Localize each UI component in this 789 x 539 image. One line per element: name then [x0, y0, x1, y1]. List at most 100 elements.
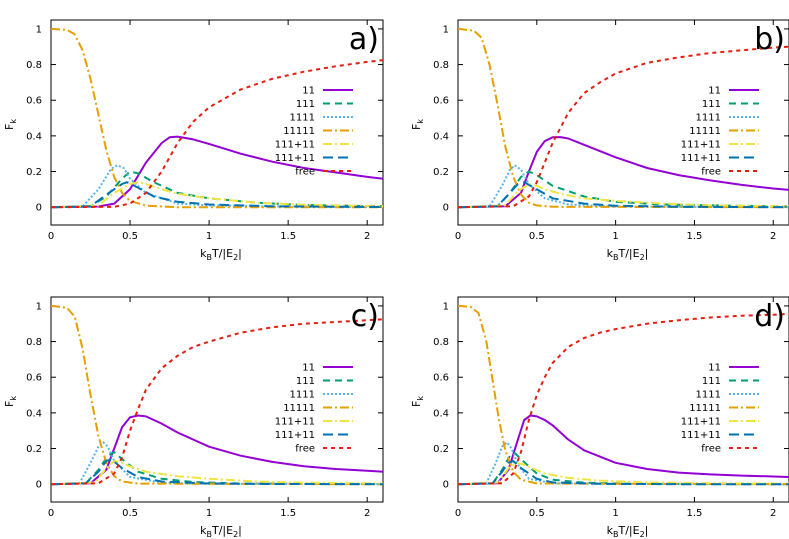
legend-label: 11111 — [283, 126, 315, 137]
plot-frame — [50, 19, 384, 226]
series-line-11111-3 — [51, 304, 383, 486]
y-tick-label: 0 — [36, 203, 42, 214]
series-line-111-1 — [51, 170, 383, 209]
x-axis-label-part: | — [645, 524, 649, 537]
x-axis-label-part: k — [607, 247, 614, 260]
x-tick-label: 1.5 — [280, 508, 296, 519]
y-tick-label: 0.8 — [26, 337, 42, 348]
legend-label: 111+11 — [681, 417, 721, 428]
plot-frame — [50, 296, 384, 503]
legend-label: free — [295, 444, 315, 455]
y-tick-label: 0.2 — [433, 444, 449, 455]
legend-label: 11 — [708, 86, 721, 97]
legend-label: 1111 — [290, 390, 315, 401]
y-tick-label: 0.4 — [26, 408, 42, 419]
x-axis-label: kBT/|E2| — [200, 247, 242, 262]
series-line-11111-3 — [458, 27, 789, 209]
y-tick-label: 0.4 — [433, 408, 449, 419]
x-tick-label: 0.5 — [529, 231, 545, 242]
x-tick-label: 1 — [206, 231, 212, 242]
y-tick-label: 0.2 — [433, 167, 449, 178]
legend-label: 111 — [296, 376, 315, 387]
legend-label: 11111 — [283, 403, 315, 414]
y-axis-label-part: F — [3, 401, 16, 407]
legend-label: 11111 — [689, 403, 721, 414]
x-tick-label: 0 — [455, 508, 461, 519]
series-line-111plus11-4 — [458, 461, 789, 486]
y-axis-label: Fk — [410, 396, 425, 407]
legend-label: free — [701, 444, 721, 455]
y-tick-label: 0.8 — [433, 337, 449, 348]
y-tick-label: 0.6 — [433, 96, 449, 107]
series-line-111plus11-5 — [51, 458, 383, 486]
legend-label: 111+11 — [275, 140, 315, 151]
panel-d: 0 0.5 1 1.5 200.20.40.60.81kBT/|E2|Fk1111111… — [410, 296, 789, 539]
series-line-1111-2 — [458, 164, 789, 209]
y-tick-label: 0.4 — [26, 131, 42, 142]
x-axis-label-part: k — [200, 247, 207, 260]
series-line-11111-3 — [51, 27, 383, 209]
x-tick-label: 0.5 — [122, 508, 138, 519]
legend-label: 11 — [302, 86, 315, 97]
y-axis-label-part: F — [410, 124, 423, 130]
x-axis-label-part: T/|E — [617, 524, 639, 537]
y-tick-label: 1 — [443, 301, 449, 312]
x-axis-label-part: B — [613, 253, 619, 262]
x-tick-label: 1.5 — [280, 231, 296, 242]
y-axis-label: Fk — [3, 119, 18, 130]
x-tick-label: 2 — [364, 508, 370, 519]
y-tick-label: 1 — [36, 24, 42, 35]
y-tick-label: 0.8 — [433, 60, 449, 71]
plot-frame — [457, 19, 789, 226]
y-tick-label: 0.8 — [26, 60, 42, 71]
panel-a: 0 0.5 1 1.5 200.20.40.60.81kBT/|E2|Fk1111111… — [3, 19, 384, 262]
y-axis-label-part: F — [3, 124, 16, 130]
x-axis-label-part: | — [645, 247, 649, 260]
series-line-11-0 — [458, 414, 789, 486]
y-tick-label: 0.6 — [26, 373, 42, 384]
x-tick-label: 0.5 — [529, 508, 545, 519]
series-line-111plus11-5 — [458, 181, 789, 209]
y-axis-label: Fk — [3, 396, 18, 407]
legend-label: 11 — [708, 363, 721, 374]
legend-label: 111+11 — [681, 153, 721, 164]
series-line-111plus11-5 — [51, 181, 383, 209]
y-axis-label: Fk — [410, 119, 425, 130]
legend-label: 111+11 — [275, 430, 315, 441]
legend-label: 111+11 — [681, 140, 721, 151]
legend-label: free — [295, 167, 315, 178]
series-line-11111-3 — [458, 304, 789, 486]
panel-label: d) — [754, 299, 785, 334]
panel-label: a) — [349, 22, 379, 57]
legend-label: 1111 — [696, 113, 721, 124]
x-tick-label: 2 — [364, 231, 370, 242]
y-tick-label: 0 — [36, 480, 42, 491]
x-tick-label: 2 — [770, 508, 776, 519]
x-axis-label-part: 2 — [233, 530, 238, 539]
series-line-111plus11-5 — [458, 460, 789, 486]
x-axis-label-part: T/|E — [211, 247, 233, 260]
legend-label: 11 — [302, 363, 315, 374]
x-axis-label-part: 2 — [233, 253, 238, 262]
series-line-free-6 — [458, 312, 789, 486]
x-axis-label-part: T/|E — [211, 524, 233, 537]
x-axis-label-part: 2 — [640, 253, 645, 262]
y-axis-label-part: k — [416, 396, 425, 401]
x-tick-label: 1 — [612, 231, 618, 242]
panel-c: 0 0.5 1 1.5 200.20.40.60.81kBT/|E2|Fk1111111… — [3, 296, 384, 539]
x-axis-label-part: T/|E — [617, 247, 639, 260]
y-tick-label: 0.2 — [26, 167, 42, 178]
x-axis-label: kBT/|E2| — [607, 247, 649, 262]
panel-label: c) — [351, 299, 379, 334]
y-axis-label-part: k — [9, 396, 18, 401]
x-tick-label: 1.5 — [686, 508, 702, 519]
series-line-11-0 — [51, 135, 383, 209]
series-line-111plus11-4 — [51, 181, 383, 209]
legend-label: 111 — [702, 99, 721, 110]
x-axis-label-part: | — [238, 524, 242, 537]
legend-label: 1111 — [696, 390, 721, 401]
legend-label: 111+11 — [275, 153, 315, 164]
plot-frame — [457, 296, 789, 503]
y-tick-label: 1 — [36, 301, 42, 312]
